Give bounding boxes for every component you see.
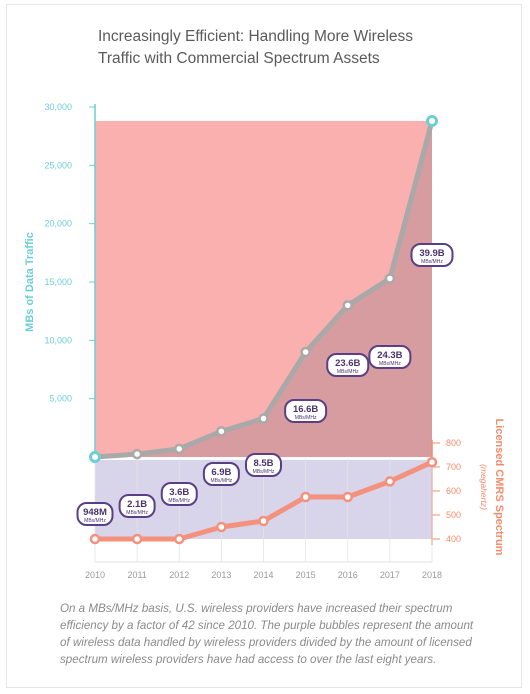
spectrum-point xyxy=(384,476,396,487)
bubble-unit: MBs/MHz xyxy=(84,518,106,524)
bubble-shape xyxy=(368,345,412,369)
axes-layer: 30,000 25,000 20,000 15,000 10,000 5,000 MBs o… xyxy=(24,102,505,580)
left-axis-tick-label: 20,000 xyxy=(44,219,72,229)
traffic-point xyxy=(174,443,185,455)
bubble-shape xyxy=(410,243,454,267)
spectrum-point xyxy=(89,533,101,545)
traffic-point xyxy=(426,115,438,127)
bubble-unit: MBs/MHz xyxy=(211,478,233,484)
bubble-shape xyxy=(202,462,240,486)
bubble-value: 24.3B xyxy=(377,350,402,361)
bubble-shape xyxy=(160,482,198,506)
x-axis-tick-label: 2015 xyxy=(296,570,316,580)
bubble-value: 2.1B xyxy=(127,499,147,510)
bubble-value: 16.6B xyxy=(293,404,318,415)
right-axis-unit: (megahertz) xyxy=(479,464,489,510)
bubble-unit: MBs/MHz xyxy=(421,259,443,265)
left-axis-title: MBs of Data Traffic xyxy=(24,232,36,332)
x-axis-tick-label: 2016 xyxy=(338,570,358,580)
traffic-point xyxy=(131,448,143,460)
left-axis-tick-label: 10,000 xyxy=(44,335,72,345)
bubble-value: 23.6B xyxy=(335,358,360,369)
bubble-layer: 948MMBs/MHz2.1BMBs/MHz3.6BMBs/MHz6.9BMBs… xyxy=(76,243,454,526)
x-axis-tick-label: 2012 xyxy=(169,570,189,580)
spectrum-point xyxy=(258,515,269,527)
traffic-point xyxy=(216,426,227,437)
left-axis-tick-label: 30,000 xyxy=(44,102,72,112)
bubble-unit: MBs/MHz xyxy=(295,415,317,421)
bubble-shape xyxy=(284,399,328,423)
right-axis-tick-label: 500 xyxy=(446,510,461,520)
x-axis-tick-label: 2017 xyxy=(380,570,400,580)
right-axis-tick-label: 800 xyxy=(446,438,461,448)
bubble-shape xyxy=(76,502,114,526)
traffic-point xyxy=(384,273,396,284)
right-axis-tick-label: 700 xyxy=(446,462,461,472)
bubble-unit: MBs/MHz xyxy=(337,369,359,375)
spectrum-point xyxy=(174,533,185,545)
left-axis-tick-label: 25,000 xyxy=(44,160,72,170)
right-axis-tick-label: 400 xyxy=(446,534,461,544)
bubble-value: 6.9B xyxy=(211,467,231,478)
traffic-point xyxy=(258,413,269,424)
traffic-point xyxy=(300,346,311,358)
left-axis-tick-label: 15,000 xyxy=(44,277,72,287)
chart-title: Increasingly Efficient: Handling More Wi… xyxy=(98,28,414,67)
line-layer xyxy=(89,115,438,545)
bubble-value: 3.6B xyxy=(169,487,189,498)
bubble-shape xyxy=(326,353,370,377)
spectrum-point xyxy=(216,521,227,533)
bubble-unit: MBs/MHz xyxy=(379,361,401,367)
bubble-unit: MBs/MHz xyxy=(126,510,148,516)
x-axis-tick-label: 2011 xyxy=(127,570,146,580)
x-axis-tick-label: 2010 xyxy=(85,570,105,580)
x-axis-tick-label: 2014 xyxy=(253,570,273,580)
right-axis-title: Licensed CMRS Spectrum xyxy=(493,419,505,556)
bubble-shape xyxy=(245,453,282,477)
spectrum-point xyxy=(342,491,353,503)
spectrum-point xyxy=(131,533,143,545)
left-axis-tick-label: 5,000 xyxy=(49,394,72,404)
footnote: On a MBs/MHz basis, U.S. wireless provid… xyxy=(60,602,474,666)
bubble-shape xyxy=(118,494,156,518)
x-axis-tick-label: 2018 xyxy=(422,570,442,580)
bubble-unit: MBs/MHz xyxy=(168,498,190,504)
traffic-point xyxy=(342,300,353,311)
x-axis-tick-label: 2013 xyxy=(211,570,231,580)
right-axis-tick-label: 600 xyxy=(446,486,461,496)
traffic-point xyxy=(89,451,101,463)
bubble-value: 948M xyxy=(83,507,107,518)
spectrum-point xyxy=(426,456,438,468)
bubble-value: 8.5B xyxy=(253,458,273,469)
bubble-unit: MBs/MHz xyxy=(253,469,275,475)
spectrum-point xyxy=(300,491,311,503)
bubble-value: 39.9B xyxy=(419,248,444,259)
